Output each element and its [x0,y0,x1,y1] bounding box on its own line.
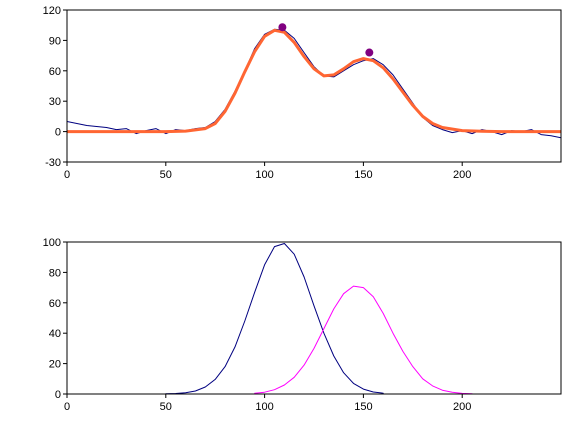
bottom-chart-x-tick-label: 100 [255,401,273,413]
bottom-chart-axes: 0 50 100 150 200 0 20 40 60 80 100 [43,237,562,413]
top-chart-plot [67,23,561,139]
bottom-chart-y-tick-label: 40 [49,328,61,340]
top-chart-x-tick-label: 50 [160,169,172,181]
bottom-chart-plot [165,243,473,394]
bottom-chart-y-tick-label: 60 [49,298,61,310]
bottom-chart-series-1-line [165,243,384,394]
top-chart-peak-marker [365,48,374,57]
bottom-chart-x-tick-label: 200 [453,401,471,413]
top-chart-peak-marker [278,23,287,32]
bottom-chart-x-tick-label: 50 [160,401,172,413]
top-chart-x-tick-label: 150 [354,169,372,181]
top-chart-x-tick-label: 200 [453,169,471,181]
top-chart-x-tick-label: 0 [64,169,70,181]
top-chart-series-1-line [67,28,561,139]
bottom-chart-series-2-line [254,285,473,394]
bottom-chart-x-tick-label: 0 [64,401,70,413]
top-chart-series-2-line [67,28,561,134]
top-chart-y-tick-label: -30 [45,157,61,169]
bottom-chart-frame [66,241,562,395]
bottom-chart-x-tick-label: 150 [354,401,372,413]
bottom-chart-y-tick-label: 20 [49,359,61,371]
bottom-chart: 0 50 100 150 200 0 20 40 60 80 100 [43,237,562,413]
bottom-chart-y-tick-label: 100 [43,237,61,249]
top-chart-y-tick-label: 120 [43,5,61,17]
top-chart-x-tick-label: 100 [255,169,273,181]
top-chart-y-tick-label: 0 [55,127,61,139]
top-chart-y-tick-label: 60 [49,66,61,78]
bottom-chart-y-tick-label: 0 [55,389,61,401]
bottom-chart-y-tick-label: 80 [49,267,61,279]
top-chart-y-tick-label: 90 [49,35,61,47]
top-chart-y-tick-label: 30 [49,96,61,108]
top-chart-frame [66,9,562,163]
